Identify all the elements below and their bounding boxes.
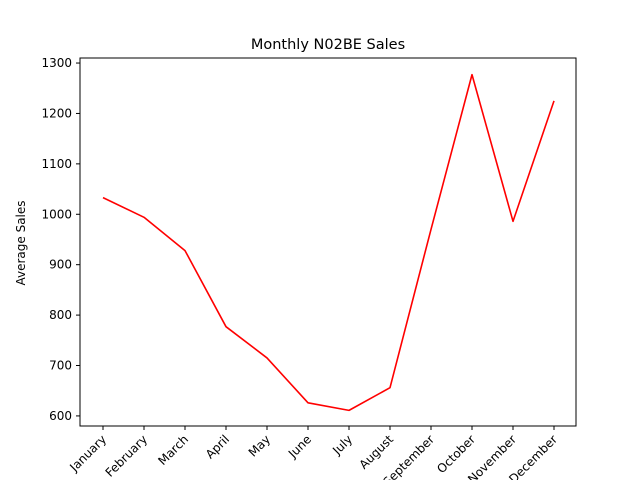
axes-frame: [79, 57, 577, 427]
y-tick-label-700: 700: [49, 359, 72, 373]
plot-area: 6007008009001000110012001300JanuaryFebru…: [41, 56, 577, 480]
y-axis-label: Average Sales: [14, 200, 28, 285]
x-tick-label-august: August: [357, 432, 397, 472]
y-tick-label-1200: 1200: [41, 106, 72, 120]
x-tick-label-may: May: [246, 432, 273, 459]
x-tick-label-march: March: [155, 432, 191, 468]
y-tick-label-1100: 1100: [41, 157, 72, 171]
x-tick-label-july: July: [329, 432, 355, 458]
y-tick-label-600: 600: [49, 409, 72, 423]
series-line-0: [102, 73, 555, 412]
y-tick-label-1300: 1300: [41, 56, 72, 70]
x-tick-label-april: April: [203, 432, 232, 461]
chart-title: Monthly N02BE Sales: [251, 37, 405, 53]
y-tick-label-800: 800: [49, 308, 72, 322]
x-tick-label-june: June: [285, 432, 314, 461]
y-tick-label-1000: 1000: [41, 207, 72, 221]
y-tick-label-900: 900: [49, 258, 72, 272]
x-tick-label-february: February: [103, 432, 151, 480]
